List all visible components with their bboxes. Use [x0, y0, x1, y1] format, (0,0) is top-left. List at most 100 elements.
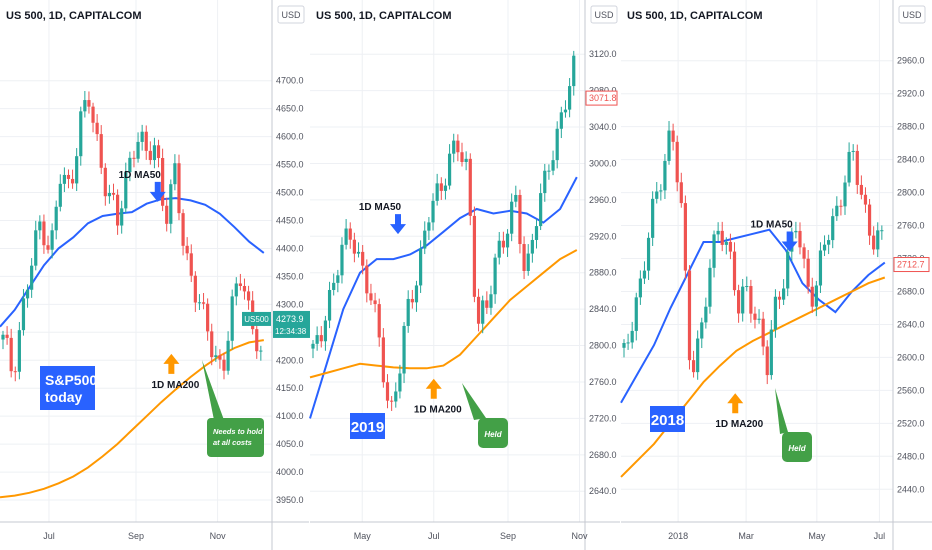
x-tick-label: Nov [210, 531, 227, 541]
candle-body [753, 313, 757, 320]
candle-body [655, 191, 659, 199]
candle-body [99, 134, 103, 168]
candle-body [472, 215, 477, 297]
candle-body [522, 244, 526, 272]
candle-body [728, 241, 733, 252]
candle-body [736, 290, 741, 314]
candle-body [332, 282, 336, 290]
candle-body [786, 251, 790, 289]
x-tick-label: Sep [500, 531, 516, 541]
y-tick-label: 4650.0 [276, 104, 304, 114]
y-tick-label: 2640.0 [897, 319, 925, 329]
last-price-value: 3071.8 [589, 93, 617, 103]
candle-body [716, 230, 720, 235]
candle-body [510, 201, 514, 234]
candle-body [410, 298, 414, 303]
blue-tag-box [40, 366, 95, 410]
candle-body [124, 172, 128, 209]
bar-countdown: 12:34:38 [275, 327, 307, 336]
candle-body [642, 270, 647, 279]
symbol-tag-label: US500 [244, 315, 269, 324]
candle-body [315, 335, 319, 344]
candle-body [468, 158, 472, 216]
y-tick-label: 2960.0 [897, 56, 925, 66]
candle-body [638, 278, 642, 298]
candle-body [356, 251, 361, 254]
candle-body [687, 270, 692, 361]
currency-box [590, 5, 618, 24]
candle-body [1, 334, 5, 340]
arrow-up-icon [425, 378, 442, 399]
candle-body [165, 205, 169, 224]
candle-body [806, 258, 810, 287]
candle-body [505, 233, 510, 248]
candle-body [385, 382, 390, 401]
chart-pane-2: 3120.03080.03040.03000.02960.02920.02880… [309, 0, 620, 550]
green-callout-box [478, 418, 508, 448]
y-tick-label: 4350.0 [276, 271, 304, 281]
candle-body [193, 275, 197, 303]
candle-body [83, 100, 87, 112]
candle-body [62, 174, 66, 184]
candle-body [464, 158, 468, 163]
candle-body [361, 251, 365, 266]
candle-body [79, 111, 83, 157]
candle-body [622, 343, 626, 348]
candle-body [34, 230, 38, 266]
y-tick-label: 4500.0 [276, 188, 304, 198]
candle-body [365, 265, 369, 294]
candle-body [514, 194, 518, 202]
candle-body [189, 253, 193, 276]
chart-title: US 500, 1D, CAPITALCOM [6, 10, 142, 22]
ma200-line [620, 276, 886, 478]
y-tick-label: 3120.0 [589, 49, 617, 59]
x-tick-label: Sep [128, 531, 144, 541]
y-tick-label: 2440.0 [897, 484, 925, 494]
candle-body [802, 247, 806, 259]
green-callout-label: Held [788, 444, 806, 453]
candle-body [319, 335, 323, 342]
callout-pointer [202, 360, 224, 420]
candle-body [452, 140, 456, 154]
y-tick-label: 2600.0 [897, 352, 925, 362]
candle-body [439, 183, 443, 191]
candle-body [58, 183, 62, 207]
candle-body [551, 160, 555, 171]
candle-body [38, 221, 42, 231]
candle-body [115, 194, 120, 226]
currency-box [898, 5, 926, 24]
candle-body [851, 150, 855, 152]
y-tick-label: 2920.0 [897, 89, 925, 99]
candle-body [13, 371, 17, 373]
y-tick-label: 4150.0 [276, 383, 304, 393]
candle-body [773, 296, 778, 330]
candle-body [9, 337, 13, 372]
candle-body [696, 338, 700, 373]
candle-body [863, 194, 868, 205]
currency-label: USD [594, 10, 614, 20]
candle-body [21, 298, 26, 331]
candle-body [827, 240, 831, 245]
candle-body [177, 163, 181, 214]
candle-body [456, 140, 460, 153]
candle-body [230, 296, 234, 341]
arrow-down-icon [149, 181, 166, 202]
candle-body [497, 240, 501, 258]
y-tick-label: 2880.0 [589, 268, 617, 278]
candle-body [181, 213, 185, 246]
y-tick-label: 2880.0 [897, 122, 925, 132]
y-tick-label: 2840.0 [589, 304, 617, 314]
candle-body [218, 355, 222, 360]
candle-body [87, 100, 91, 107]
candle-body [634, 297, 638, 331]
candle-body [741, 286, 745, 314]
candle-body [5, 334, 9, 338]
candle-body [161, 158, 165, 206]
ma50-line [620, 228, 886, 404]
candle-body [683, 203, 687, 271]
candle-body [798, 230, 802, 248]
candle-body [880, 230, 884, 232]
candle-body [876, 230, 880, 250]
y-tick-label: 4700.0 [276, 76, 304, 86]
